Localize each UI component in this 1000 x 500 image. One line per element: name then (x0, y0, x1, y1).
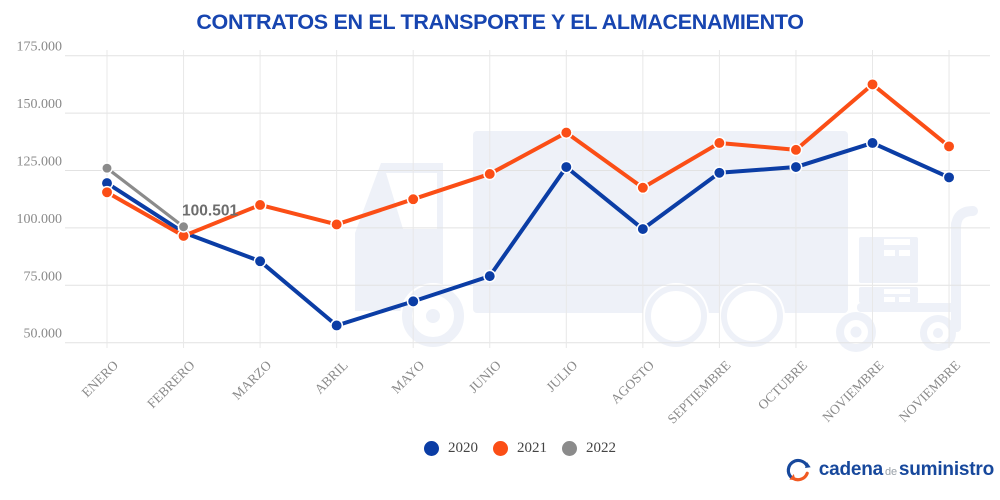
data-point-2020 (789, 160, 803, 174)
x-axis-label: ABRIL (312, 358, 351, 397)
data-point-2021 (330, 218, 344, 231)
handtruck-platform (857, 303, 959, 312)
x-axis-label: MAYO (388, 357, 427, 396)
x-axis-label: JULIO (543, 357, 580, 394)
handtruck-box (859, 237, 918, 283)
data-point-2020 (636, 222, 650, 236)
brand-logo[interactable]: cadena de suministro (783, 452, 994, 488)
legend-label-2022: 2022 (586, 440, 616, 456)
page-title: CONTRATOS EN EL TRANSPORTE Y EL ALMACENA… (196, 10, 804, 34)
legend-item-2020[interactable]: 2020 (424, 440, 478, 457)
data-point-2021 (559, 126, 573, 140)
annotation-label: 100.501 (182, 203, 238, 220)
legend-dot-2020 (424, 441, 439, 456)
data-point-2020 (406, 294, 420, 308)
series-line-2020 (105, 140, 952, 328)
data-point-2020 (866, 136, 879, 150)
data-point-2021 (253, 198, 267, 212)
x-axis-label: ENERO (79, 357, 122, 400)
legend-item-2021[interactable]: 2021 (493, 440, 547, 457)
y-axis-label: 150.000 (17, 97, 63, 112)
truck-wheel (645, 285, 707, 347)
sync-arrows-icon (783, 455, 813, 485)
x-axis-label: AGOSTO (608, 357, 657, 406)
y-axis-label: 75.000 (24, 269, 63, 284)
data-point-2021 (100, 185, 114, 199)
truck-watermark (355, 131, 848, 349)
data-point-2020 (330, 319, 344, 332)
handtruck-watermark (836, 206, 978, 352)
legend-dot-2021 (493, 441, 508, 456)
data-point-2021 (866, 77, 879, 91)
data-point-2021 (483, 167, 497, 181)
data-point-2020 (483, 269, 497, 283)
y-axis-label: 50.000 (24, 327, 63, 342)
contracts-line-chart: 175.000 150.000 125.000 100.000 75.000 50.000… (17, 40, 990, 427)
data-point-2022 (101, 162, 113, 175)
truck-wheel (402, 285, 464, 347)
series-line-2021 (105, 82, 952, 238)
data-point-2021 (789, 143, 803, 157)
data-point-2020 (712, 166, 726, 180)
legend-label-2020: 2020 (448, 440, 478, 456)
legend-item-2022[interactable]: 2022 (562, 440, 616, 457)
data-point-2020 (559, 160, 573, 174)
logo-word-cadena: cadena (818, 459, 884, 480)
data-point-2022 (177, 220, 190, 233)
logo-word-suministro: suministro (898, 459, 994, 480)
y-axis-label: 175.000 (17, 40, 63, 55)
data-point-2021 (942, 139, 956, 153)
y-axis-label: 125.000 (17, 155, 63, 170)
y-axis-label: 100.000 (17, 212, 63, 227)
data-point-2021 (406, 192, 420, 206)
x-axis-label: NOVIEMBRE (896, 358, 963, 425)
data-point-2020 (942, 170, 956, 184)
legend-dot-2022 (562, 441, 577, 456)
chart-legend: 2020 2021 2022 (424, 440, 631, 457)
handtruck-handle (951, 206, 978, 233)
legend-label-2021: 2021 (517, 440, 547, 456)
x-axis-label: SEPTIEMBRE (665, 358, 734, 427)
x-axis-label: JUNIO (466, 357, 504, 395)
truck-wheel (721, 285, 783, 347)
x-axis-label: NOVIEMBRE (819, 358, 886, 425)
data-point-2021 (636, 181, 650, 195)
x-axis-label: OCTUBRE (755, 358, 810, 413)
handtruck-pole (951, 220, 961, 332)
logo-word-de: de (885, 466, 897, 478)
x-axis-label: FEBRERO (144, 357, 198, 411)
data-point-2020 (253, 254, 267, 268)
x-axis-label: MARZO (229, 357, 274, 402)
series-line-2022 (105, 166, 186, 229)
data-point-2021 (712, 136, 726, 150)
